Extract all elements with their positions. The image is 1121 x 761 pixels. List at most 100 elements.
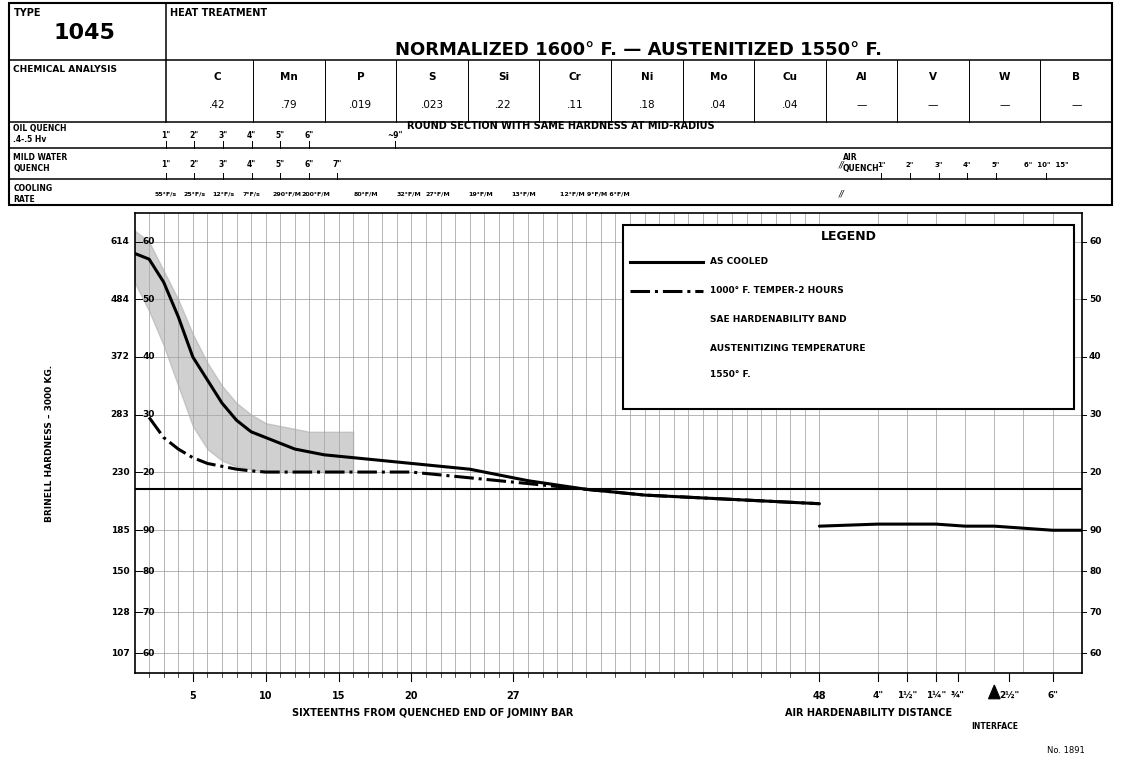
Text: 30: 30 — [142, 410, 155, 419]
Text: 3": 3" — [219, 161, 228, 169]
Text: 2½": 2½" — [999, 691, 1019, 700]
Text: 128: 128 — [111, 607, 129, 616]
Text: //: // — [839, 189, 844, 199]
Text: 5": 5" — [276, 161, 285, 169]
Text: 484: 484 — [111, 295, 129, 304]
Text: 27: 27 — [507, 691, 520, 701]
Text: ROUND SECTION WITH SAME HARDNESS AT MID-RADIUS: ROUND SECTION WITH SAME HARDNESS AT MID-… — [407, 121, 714, 131]
Text: 372: 372 — [111, 352, 129, 361]
Text: 150: 150 — [111, 567, 129, 575]
Text: 1045: 1045 — [53, 24, 115, 43]
Text: .04: .04 — [781, 100, 798, 110]
Text: //: // — [839, 161, 844, 169]
Text: 25°F/s: 25°F/s — [183, 192, 205, 196]
Text: 1": 1" — [161, 131, 170, 140]
Text: 2": 2" — [189, 131, 198, 140]
Polygon shape — [989, 685, 1000, 699]
Text: 6"  10"  15": 6" 10" 15" — [1023, 161, 1068, 167]
Text: Cr: Cr — [568, 72, 582, 82]
Text: 40: 40 — [142, 352, 155, 361]
Text: .22: .22 — [495, 100, 512, 110]
Text: AS COOLED: AS COOLED — [711, 257, 768, 266]
Text: 1": 1" — [161, 161, 170, 169]
Text: 290°F/M: 290°F/M — [272, 192, 302, 196]
Text: 70: 70 — [142, 607, 155, 616]
Text: V: V — [929, 72, 937, 82]
Text: .023: .023 — [420, 100, 444, 110]
Text: TYPE: TYPE — [13, 8, 41, 18]
Text: 3": 3" — [219, 131, 228, 140]
Text: AIR HARDENABILITY DISTANCE: AIR HARDENABILITY DISTANCE — [785, 708, 952, 718]
Text: 1000° F. TEMPER-2 HOURS: 1000° F. TEMPER-2 HOURS — [711, 286, 844, 295]
Text: 32°F/M: 32°F/M — [397, 192, 421, 196]
Bar — [623, 224, 1074, 409]
Text: 1½": 1½" — [897, 691, 917, 700]
Text: 90: 90 — [1088, 526, 1102, 535]
Text: ¾": ¾" — [951, 691, 965, 700]
Text: 27°F/M: 27°F/M — [425, 192, 450, 196]
Text: .04: .04 — [710, 100, 726, 110]
Text: SIXTEENTHS FROM QUENCHED END OF JOMINY BAR: SIXTEENTHS FROM QUENCHED END OF JOMINY B… — [293, 708, 574, 718]
Text: 80: 80 — [142, 567, 155, 575]
Text: —: — — [1071, 100, 1082, 110]
Text: 1550° F.: 1550° F. — [711, 370, 751, 379]
Text: —: — — [1000, 100, 1010, 110]
Text: .11: .11 — [567, 100, 584, 110]
Text: P: P — [356, 72, 364, 82]
Text: 107: 107 — [111, 648, 129, 658]
Text: SAE HARDENABILITY BAND: SAE HARDENABILITY BAND — [711, 315, 846, 324]
Text: 48: 48 — [813, 691, 826, 701]
Text: —: — — [856, 100, 867, 110]
Text: 13°F/M: 13°F/M — [511, 192, 536, 196]
Text: 2": 2" — [906, 161, 914, 167]
Text: 1": 1" — [877, 161, 886, 167]
Text: Si: Si — [498, 72, 509, 82]
Text: 60: 60 — [142, 237, 155, 247]
Text: C: C — [214, 72, 221, 82]
Text: NORMALIZED 1600° F. — AUSTENITIZED 1550° F.: NORMALIZED 1600° F. — AUSTENITIZED 1550°… — [396, 41, 882, 59]
Text: 60: 60 — [1088, 237, 1102, 247]
Text: B: B — [1073, 72, 1081, 82]
Text: .79: .79 — [280, 100, 297, 110]
Text: 20: 20 — [142, 467, 155, 476]
Text: CHEMICAL ANALYSIS: CHEMICAL ANALYSIS — [13, 65, 118, 74]
Text: 6": 6" — [1047, 691, 1058, 700]
Text: 20: 20 — [405, 691, 418, 701]
Text: 5": 5" — [992, 161, 1000, 167]
Text: 200°F/M: 200°F/M — [302, 192, 331, 196]
Text: 15: 15 — [332, 691, 345, 701]
Text: HEAT TREATMENT: HEAT TREATMENT — [170, 8, 268, 18]
Text: 60: 60 — [1088, 648, 1102, 658]
Text: INTERFACE: INTERFACE — [971, 722, 1018, 731]
Text: 10: 10 — [259, 691, 272, 701]
Text: 2": 2" — [189, 161, 198, 169]
Text: Mo: Mo — [710, 72, 728, 82]
Text: S: S — [428, 72, 436, 82]
Text: BRINELL HARDNESS – 3000 KG.: BRINELL HARDNESS – 3000 KG. — [45, 365, 54, 522]
Text: 20: 20 — [1088, 467, 1102, 476]
Text: Al: Al — [855, 72, 868, 82]
Text: 614: 614 — [111, 237, 129, 247]
Text: 230: 230 — [111, 467, 129, 476]
Text: 30: 30 — [1088, 410, 1102, 419]
Text: .42: .42 — [210, 100, 225, 110]
Text: 4": 4" — [872, 691, 883, 700]
Text: Cu: Cu — [782, 72, 797, 82]
Text: 6": 6" — [304, 161, 314, 169]
Text: AIR
QUENCH: AIR QUENCH — [843, 153, 879, 174]
Text: ~9": ~9" — [387, 131, 402, 140]
Text: 80: 80 — [1088, 567, 1102, 575]
Text: No. 1891: No. 1891 — [1047, 746, 1085, 755]
Text: Ni: Ni — [640, 72, 654, 82]
Text: 7°F/s: 7°F/s — [242, 192, 260, 196]
Text: Mn: Mn — [280, 72, 298, 82]
Text: .019: .019 — [349, 100, 372, 110]
Text: MILD WATER
QUENCH: MILD WATER QUENCH — [13, 153, 67, 174]
Text: 3": 3" — [935, 161, 943, 167]
Text: —: — — [928, 100, 938, 110]
Text: 185: 185 — [111, 526, 129, 535]
Text: 1¼": 1¼" — [926, 691, 946, 700]
Text: 40: 40 — [1088, 352, 1102, 361]
Text: COOLING
RATE: COOLING RATE — [13, 184, 53, 204]
Text: 4": 4" — [963, 161, 972, 167]
